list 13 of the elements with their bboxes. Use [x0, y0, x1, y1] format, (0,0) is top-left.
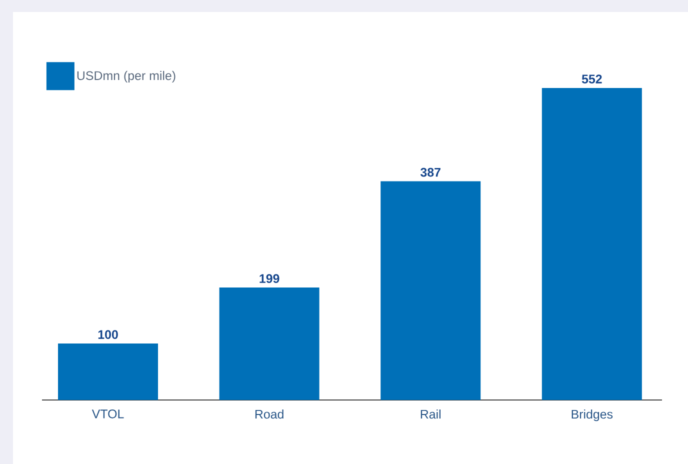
data-label: 387 — [420, 168, 440, 177]
data-label: 552 — [582, 74, 602, 84]
bar — [380, 181, 481, 400]
x-tick-label: Bridges — [572, 409, 613, 422]
bar — [219, 288, 320, 400]
bar — [58, 343, 158, 400]
x-tick-label: VTOL — [92, 410, 124, 418]
x-tick-label: Rail — [420, 409, 440, 419]
legend-label: USDmn (per mile) — [77, 70, 176, 83]
bar — [542, 88, 642, 400]
data-label: 199 — [260, 274, 280, 283]
data-label: 100 — [98, 330, 118, 339]
x-tick-label: Road — [255, 409, 284, 419]
